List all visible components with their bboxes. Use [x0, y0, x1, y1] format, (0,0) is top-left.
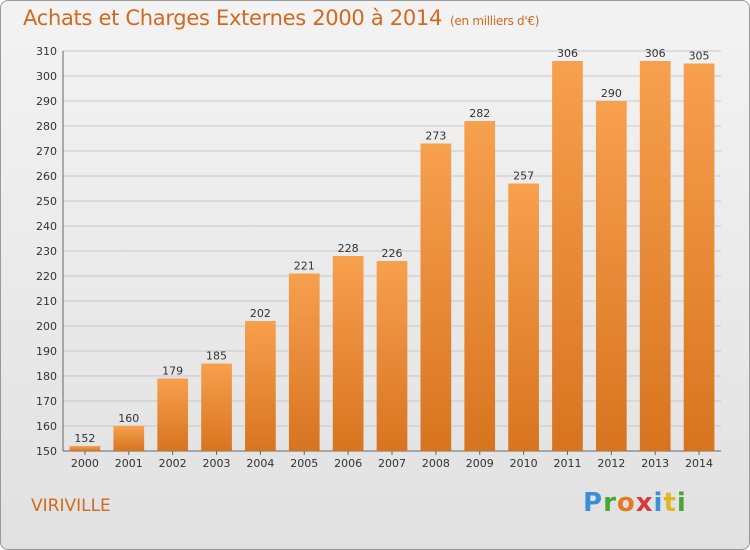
bar-value-label: 257: [513, 170, 534, 183]
y-tick-label: 160: [36, 420, 57, 433]
y-tick-label: 250: [36, 195, 57, 208]
bar-value-label: 273: [425, 130, 446, 143]
bar-2008: [420, 143, 452, 451]
bar-value-label: 306: [557, 47, 578, 60]
bar-2004: [245, 321, 276, 451]
bar-2013: [639, 61, 671, 451]
x-tick-label: 2012: [597, 457, 625, 470]
x-tick-label: 2011: [553, 457, 581, 470]
bar-value-label: 185: [206, 350, 227, 363]
y-tick-label: 170: [36, 395, 57, 408]
logo-letter: t: [663, 488, 677, 518]
bar-value-label: 282: [469, 107, 490, 120]
proxiti-logo: Proxiti: [583, 488, 687, 518]
logo-letter: x: [635, 488, 654, 518]
bar-value-labels: 152 160 179 185 202 221 228 226 273 282 257 306 290 3…: [74, 47, 709, 445]
x-tick-label: 2000: [71, 457, 99, 470]
bar-2002: [157, 378, 189, 451]
logo-letter: o: [616, 488, 636, 518]
bar-value-label: 226: [382, 247, 403, 260]
x-tick-label: 2005: [290, 457, 318, 470]
y-tick-label: 240: [36, 220, 57, 233]
bar-2003: [201, 363, 232, 451]
y-tick-label: 270: [36, 145, 57, 158]
bar-value-label: 290: [601, 87, 622, 100]
bar-2001: [113, 426, 145, 451]
y-tick-label: 190: [36, 345, 57, 358]
bar-value-label: 179: [162, 365, 183, 378]
y-tick-label: 210: [36, 295, 57, 308]
bars: [69, 61, 715, 451]
y-axis-ticks: 150 160 170 180 190 200 210 220 230 240 250 260 270 2…: [36, 45, 57, 458]
bar-value-label: 228: [338, 242, 359, 255]
y-tick-label: 260: [36, 170, 57, 183]
x-axis-ticks: 2000 2001 2002 2003 2004 2005 2006 2007 2008 2009…: [71, 451, 713, 470]
chart-subtitle: (en milliers d'€): [450, 14, 540, 28]
x-tick-label: 2008: [422, 457, 450, 470]
bar-2007: [376, 261, 408, 451]
y-tick-label: 200: [36, 320, 57, 333]
commune-name: VIRIVILLE: [31, 496, 111, 516]
y-tick-label: 150: [36, 445, 57, 458]
bar-2006: [332, 256, 364, 451]
x-tick-label: 2001: [115, 457, 143, 470]
x-tick-label: 2010: [510, 457, 538, 470]
y-tick-label: 180: [36, 370, 57, 383]
bar-value-label: 305: [689, 50, 710, 63]
bar-value-label: 306: [645, 47, 666, 60]
y-tick-label: 290: [36, 95, 57, 108]
y-tick-label: 280: [36, 120, 57, 133]
bar-value-label: 202: [250, 307, 271, 320]
bar-2014: [683, 63, 715, 451]
bar-2012: [595, 101, 627, 451]
y-tick-label: 300: [36, 70, 57, 83]
x-tick-label: 2004: [246, 457, 274, 470]
bar-2000: [69, 446, 101, 451]
logo-letter: P: [583, 488, 604, 518]
bar-value-label: 160: [118, 412, 139, 425]
x-tick-label: 2014: [685, 457, 713, 470]
x-tick-label: 2003: [203, 457, 231, 470]
logo-letter: r: [603, 488, 617, 518]
x-tick-label: 2013: [641, 457, 669, 470]
logo-letter: i: [653, 488, 664, 518]
y-tick-label: 310: [36, 45, 57, 58]
x-tick-label: 2009: [466, 457, 494, 470]
chart-title: Achats et Charges Externes 2000 à 2014 (e…: [23, 6, 539, 30]
bar-value-label: 221: [294, 260, 315, 273]
logo-letter: i: [676, 488, 687, 518]
x-tick-label: 2007: [378, 457, 406, 470]
bar-2009: [464, 121, 496, 451]
x-tick-label: 2002: [159, 457, 187, 470]
bar-2005: [288, 273, 320, 451]
x-tick-label: 2006: [334, 457, 362, 470]
bar-value-label: 152: [74, 432, 95, 445]
chart-title-text: Achats et Charges Externes 2000 à 2014: [23, 6, 443, 30]
bar-2011: [552, 61, 583, 451]
y-tick-label: 230: [36, 245, 57, 258]
bar-2010: [508, 183, 539, 451]
y-tick-label: 220: [36, 270, 57, 283]
